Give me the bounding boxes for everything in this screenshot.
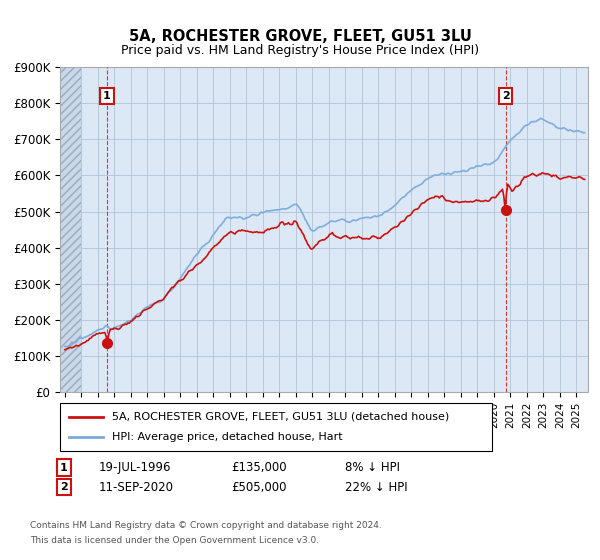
Text: Price paid vs. HM Land Registry's House Price Index (HPI): Price paid vs. HM Land Registry's House … bbox=[121, 44, 479, 57]
Text: 2: 2 bbox=[60, 482, 68, 492]
Text: 2: 2 bbox=[502, 91, 509, 101]
Text: 19-JUL-1996: 19-JUL-1996 bbox=[99, 461, 172, 474]
Text: 5A, ROCHESTER GROVE, FLEET, GU51 3LU: 5A, ROCHESTER GROVE, FLEET, GU51 3LU bbox=[128, 29, 472, 44]
Text: 8% ↓ HPI: 8% ↓ HPI bbox=[345, 461, 400, 474]
Text: Contains HM Land Registry data © Crown copyright and database right 2024.: Contains HM Land Registry data © Crown c… bbox=[30, 521, 382, 530]
Text: £135,000: £135,000 bbox=[231, 461, 287, 474]
Text: 5A, ROCHESTER GROVE, FLEET, GU51 3LU (detached house): 5A, ROCHESTER GROVE, FLEET, GU51 3LU (de… bbox=[112, 412, 449, 422]
Text: HPI: Average price, detached house, Hart: HPI: Average price, detached house, Hart bbox=[112, 432, 343, 442]
Text: 11-SEP-2020: 11-SEP-2020 bbox=[99, 480, 174, 494]
FancyBboxPatch shape bbox=[60, 403, 492, 451]
Text: £505,000: £505,000 bbox=[231, 480, 287, 494]
Text: 1: 1 bbox=[103, 91, 111, 101]
Text: 1: 1 bbox=[60, 463, 68, 473]
Bar bbox=[60, 67, 82, 392]
Text: This data is licensed under the Open Government Licence v3.0.: This data is licensed under the Open Gov… bbox=[30, 536, 319, 545]
Text: 22% ↓ HPI: 22% ↓ HPI bbox=[345, 480, 407, 494]
